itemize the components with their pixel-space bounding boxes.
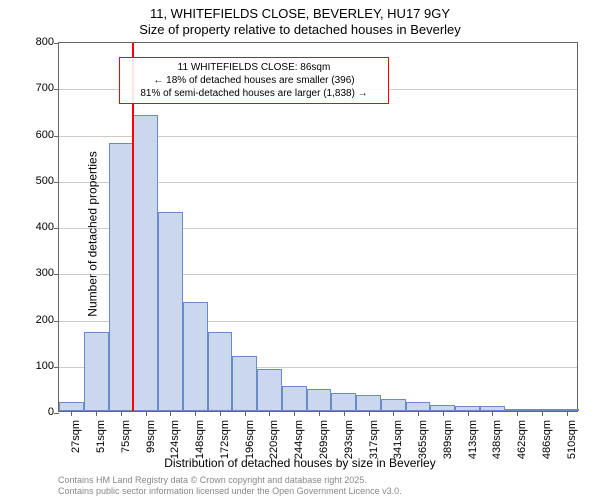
histogram-bar — [257, 369, 282, 411]
xtick-mark — [220, 411, 221, 416]
ytick-label: 200 — [36, 314, 54, 326]
xtick-mark — [369, 411, 370, 416]
xtick-mark — [170, 411, 171, 416]
histogram-bar — [232, 356, 257, 412]
histogram-bar — [133, 115, 158, 411]
histogram-bar — [59, 402, 84, 411]
footer-line1: Contains HM Land Registry data © Crown c… — [58, 475, 402, 487]
y-axis-label: Number of detached properties — [86, 151, 100, 316]
ytick-mark — [54, 136, 59, 137]
histogram-bar — [381, 399, 406, 411]
plot-area: 11 WHITEFIELDS CLOSE: 86sqm ← 18% of det… — [58, 42, 578, 412]
histogram-bar — [282, 386, 307, 411]
ytick-mark — [54, 89, 59, 90]
xtick-mark — [418, 411, 419, 416]
annotation-line3: 81% of semi-detached houses are larger (… — [126, 87, 382, 100]
ytick-mark — [54, 413, 59, 414]
xtick-mark — [294, 411, 295, 416]
xtick-mark — [96, 411, 97, 416]
xtick-mark — [393, 411, 394, 416]
xtick-mark — [146, 411, 147, 416]
xtick-mark — [344, 411, 345, 416]
annotation-box: 11 WHITEFIELDS CLOSE: 86sqm ← 18% of det… — [119, 57, 389, 104]
ytick-mark — [54, 367, 59, 368]
xtick-mark — [468, 411, 469, 416]
chart-title-line1: 11, WHITEFIELDS CLOSE, BEVERLEY, HU17 9G… — [0, 6, 600, 21]
ytick-label: 700 — [36, 82, 54, 94]
ytick-label: 500 — [36, 175, 54, 187]
ytick-label: 0 — [48, 406, 54, 418]
ytick-label: 300 — [36, 267, 54, 279]
histogram-bar — [331, 393, 356, 412]
chart-container: 11, WHITEFIELDS CLOSE, BEVERLEY, HU17 9G… — [0, 0, 600, 500]
histogram-bar — [307, 389, 332, 411]
xtick-mark — [492, 411, 493, 416]
ytick-mark — [54, 228, 59, 229]
xtick-mark — [443, 411, 444, 416]
xtick-mark — [567, 411, 568, 416]
footer-line2: Contains public sector information licen… — [58, 486, 402, 498]
histogram-bar — [406, 402, 431, 411]
ytick-label: 100 — [36, 360, 54, 372]
annotation-line2: ← 18% of detached houses are smaller (39… — [126, 74, 382, 87]
histogram-bar — [208, 332, 233, 411]
histogram-bar — [356, 395, 381, 411]
xtick-mark — [517, 411, 518, 416]
xtick-mark — [319, 411, 320, 416]
ytick-mark — [54, 182, 59, 183]
histogram-bar — [183, 302, 208, 411]
ytick-label: 400 — [36, 221, 54, 233]
histogram-bar — [158, 212, 183, 411]
histogram-bar — [84, 332, 109, 411]
ytick-mark — [54, 321, 59, 322]
ytick-label: 600 — [36, 129, 54, 141]
chart-title-line2: Size of property relative to detached ho… — [0, 22, 600, 37]
ytick-mark — [54, 43, 59, 44]
xtick-mark — [245, 411, 246, 416]
xtick-mark — [121, 411, 122, 416]
ytick-mark — [54, 274, 59, 275]
xtick-mark — [542, 411, 543, 416]
xtick-mark — [195, 411, 196, 416]
ytick-label: 800 — [36, 36, 54, 48]
xtick-mark — [269, 411, 270, 416]
xtick-mark — [71, 411, 72, 416]
footer-text: Contains HM Land Registry data © Crown c… — [58, 475, 402, 498]
annotation-line1: 11 WHITEFIELDS CLOSE: 86sqm — [126, 61, 382, 74]
x-axis-label: Distribution of detached houses by size … — [0, 456, 600, 470]
histogram-bar — [109, 143, 134, 411]
